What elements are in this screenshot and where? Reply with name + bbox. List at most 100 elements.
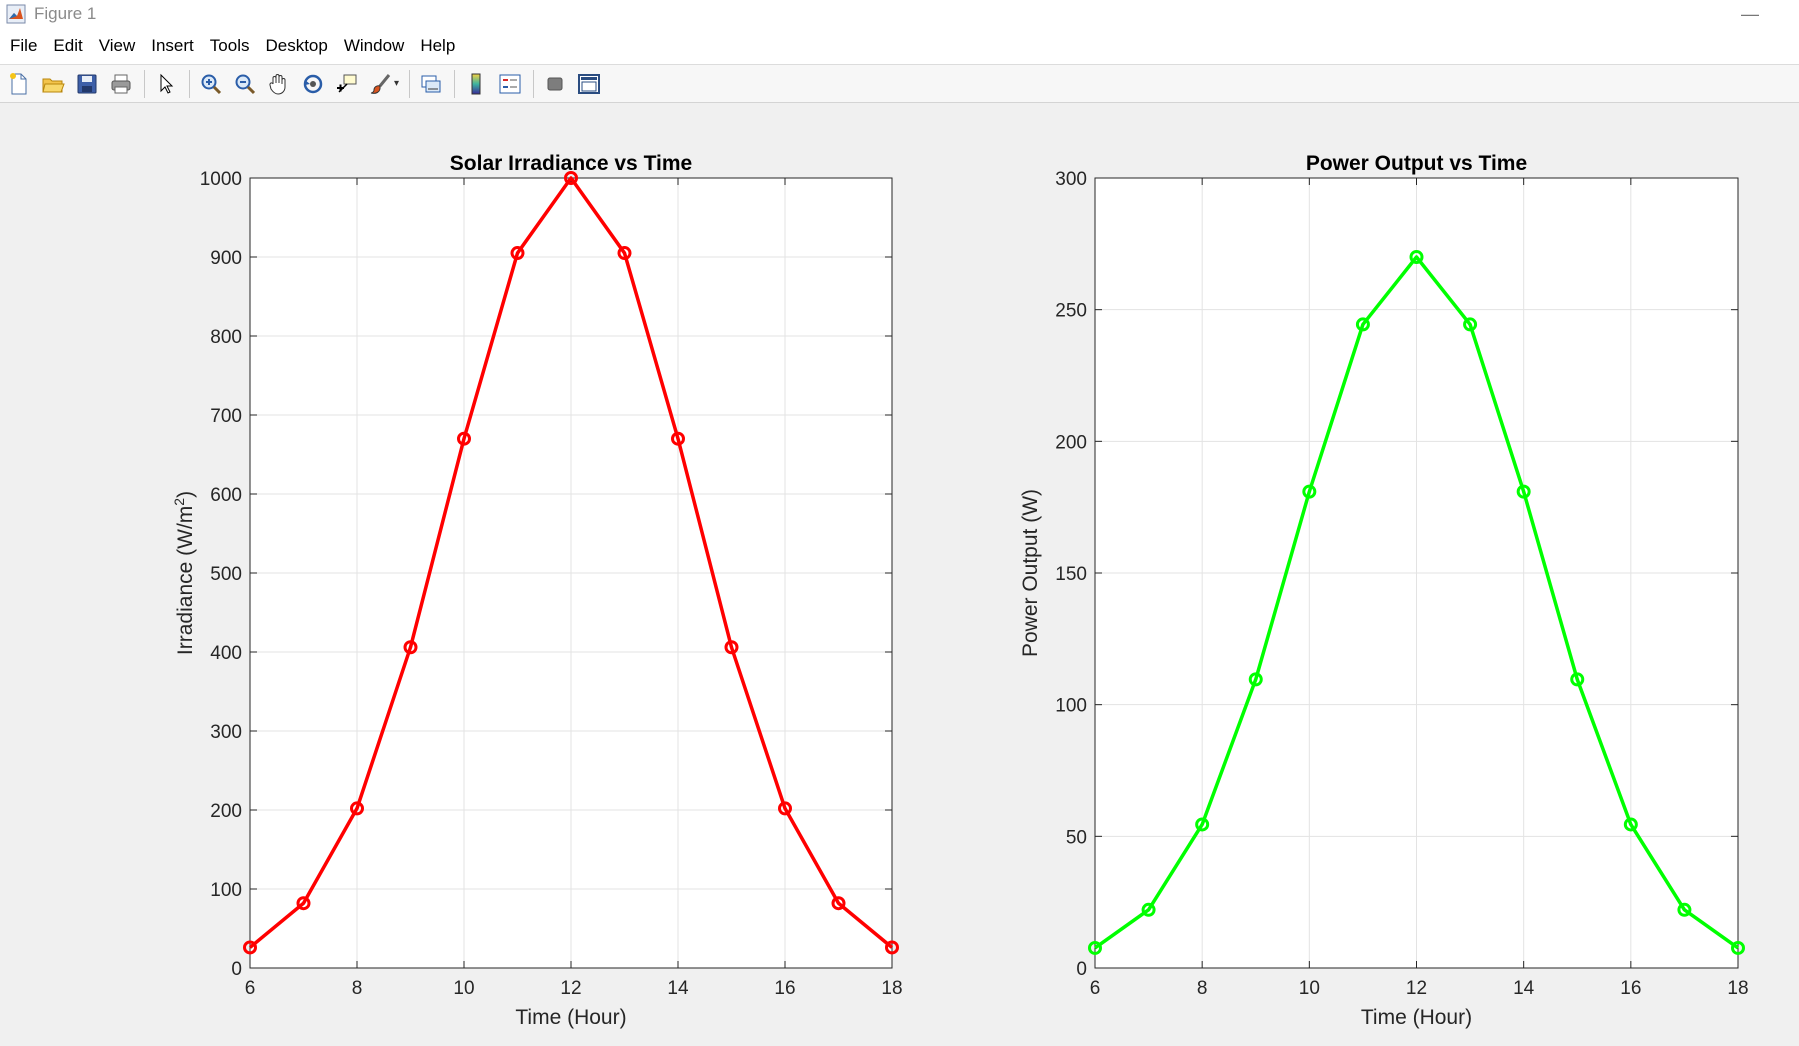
power-y-tick-label: 100 xyxy=(1055,696,1087,717)
toolbar-separator xyxy=(189,69,190,98)
irradiance-data-point xyxy=(617,246,632,261)
power-data-point xyxy=(1623,817,1638,832)
irradiance-y-tick-label: 900 xyxy=(210,248,242,269)
brush-dropdown-icon[interactable]: ▾ xyxy=(394,78,400,89)
show-plot-tools-icon[interactable] xyxy=(574,69,604,99)
select-arrow-icon[interactable] xyxy=(151,69,181,99)
power-y-tick-label: 50 xyxy=(1066,827,1087,848)
power-y-axis-label: Power Output (W) xyxy=(1019,489,1042,657)
power-y-tick-label: 250 xyxy=(1055,301,1087,322)
irradiance-x-tick-label: 8 xyxy=(352,978,363,999)
irradiance-data-point xyxy=(510,246,525,261)
irradiance-y-tick-label: 600 xyxy=(210,485,242,506)
power-data-point xyxy=(1088,940,1102,955)
print-icon[interactable] xyxy=(106,69,136,99)
toolbar-separator xyxy=(144,69,145,98)
irradiance-x-tick-label: 14 xyxy=(667,978,689,999)
irradiance-data-point xyxy=(724,640,739,655)
power-y-tick-label: 0 xyxy=(1076,959,1087,980)
power-y-tick-label: 150 xyxy=(1055,564,1087,585)
irradiance-x-tick-label: 16 xyxy=(774,978,795,999)
power-data-point xyxy=(1141,902,1156,917)
legend-icon[interactable] xyxy=(495,69,525,99)
irradiance-data-point xyxy=(296,896,311,911)
power-x-tick-label: 12 xyxy=(1406,978,1427,999)
power-chart-title: Power Output vs Time xyxy=(1306,152,1527,175)
power-data-point xyxy=(1463,317,1478,332)
irradiance-x-axis-label: Time (Hour) xyxy=(515,1006,626,1029)
toolbar-separator xyxy=(409,69,411,98)
new-figure-icon[interactable] xyxy=(4,69,34,99)
power-x-tick-label: 14 xyxy=(1513,978,1535,999)
menu-window[interactable]: Window xyxy=(343,36,405,55)
menu-edit[interactable]: Edit xyxy=(53,36,83,55)
open-file-icon[interactable] xyxy=(38,69,68,99)
zoom-in-icon[interactable] xyxy=(196,69,226,99)
figure-canvas: 6 8 10 12 14 16 180100200300400500600700800900… xyxy=(171,152,1749,1029)
power-y-axis-label-main: Power Output (W) xyxy=(1019,489,1042,657)
window-titlebar: Figure 1 — xyxy=(0,0,1799,28)
irradiance-y-axis-label-main: Irradiance (W/m xyxy=(174,506,197,655)
power-x-tick-label: 18 xyxy=(1727,978,1748,999)
irradiance-y-tick-label: 1000 xyxy=(200,169,242,190)
toolbar-separator xyxy=(454,69,456,98)
power-data-point xyxy=(1302,484,1317,499)
irradiance-y-tick-label: 400 xyxy=(210,643,242,664)
rotate-3d-icon[interactable] xyxy=(298,69,328,99)
data-cursor-icon[interactable] xyxy=(332,69,362,99)
irradiance-axes: 6 8 10 12 14 16 18 0 100 200 300 400 500 600 700 800 900… xyxy=(171,152,903,1029)
hide-plot-tools-icon[interactable] xyxy=(540,69,570,99)
brush-icon[interactable] xyxy=(366,69,396,99)
irradiance-x-tick-label: 6 xyxy=(245,978,256,999)
irradiance-data-point xyxy=(350,801,364,816)
irradiance-x-tick-label: 18 xyxy=(881,978,902,999)
power-data-point xyxy=(1731,940,1745,955)
irradiance-data-point xyxy=(564,171,578,185)
irradiance-x-tick-label: 10 xyxy=(453,978,474,999)
irradiance-y-tick-label: 700 xyxy=(210,406,242,427)
irradiance-y-tick-label: 300 xyxy=(210,722,242,743)
window-title: Figure 1 xyxy=(34,4,97,23)
power-data-point xyxy=(1195,817,1210,832)
power-data-point xyxy=(1516,484,1531,499)
power-data-point xyxy=(1409,250,1424,264)
menu-tools[interactable]: Tools xyxy=(209,36,250,55)
irradiance-series-line xyxy=(248,176,894,949)
figure-toolbar: ▾ xyxy=(0,65,1799,103)
irradiance-chart-title: Solar Irradiance vs Time xyxy=(450,152,692,175)
menu-bar: File Edit View Insert Tools Desktop Wind… xyxy=(0,28,1799,65)
save-icon[interactable] xyxy=(72,69,102,99)
power-data-point xyxy=(1248,672,1263,687)
irradiance-y-tick-label: 800 xyxy=(210,327,242,348)
power-data-point xyxy=(1570,672,1585,687)
minimize-button[interactable]: — xyxy=(1741,4,1759,24)
power-x-tick-label: 8 xyxy=(1197,978,1208,999)
power-x-tick-label: 10 xyxy=(1299,978,1320,999)
toolbar-separator xyxy=(533,69,535,98)
irradiance-data-point xyxy=(831,896,846,911)
irradiance-data-point xyxy=(778,801,792,816)
irradiance-data-point xyxy=(885,940,899,955)
menu-help[interactable]: Help xyxy=(420,36,456,55)
power-data-point xyxy=(1355,317,1370,332)
menu-file[interactable]: File xyxy=(10,36,38,55)
irradiance-y-tick-label: 500 xyxy=(210,564,242,585)
power-x-tick-label: 6 xyxy=(1090,978,1101,999)
power-data-point xyxy=(1677,902,1692,917)
irradiance-x-tick-label: 12 xyxy=(560,978,581,999)
irradiance-y-tick-label: 0 xyxy=(231,959,242,980)
menu-desktop[interactable]: Desktop xyxy=(265,36,328,55)
irradiance-y-axis-label-end: ) xyxy=(174,491,197,498)
irradiance-y-tick-label: 100 xyxy=(210,880,242,901)
menu-view[interactable]: View xyxy=(98,36,136,55)
link-plot-icon[interactable] xyxy=(416,69,446,99)
zoom-out-icon[interactable] xyxy=(230,69,260,99)
menu-insert[interactable]: Insert xyxy=(151,36,194,55)
irradiance-data-point xyxy=(671,431,685,446)
power-series-line xyxy=(1093,255,1740,950)
power-y-tick-label: 300 xyxy=(1055,169,1087,190)
pan-hand-icon[interactable] xyxy=(264,69,294,99)
irradiance-y-tick-label: 200 xyxy=(210,801,242,822)
irradiance-data-point xyxy=(457,431,471,446)
colorbar-icon[interactable] xyxy=(461,69,491,99)
